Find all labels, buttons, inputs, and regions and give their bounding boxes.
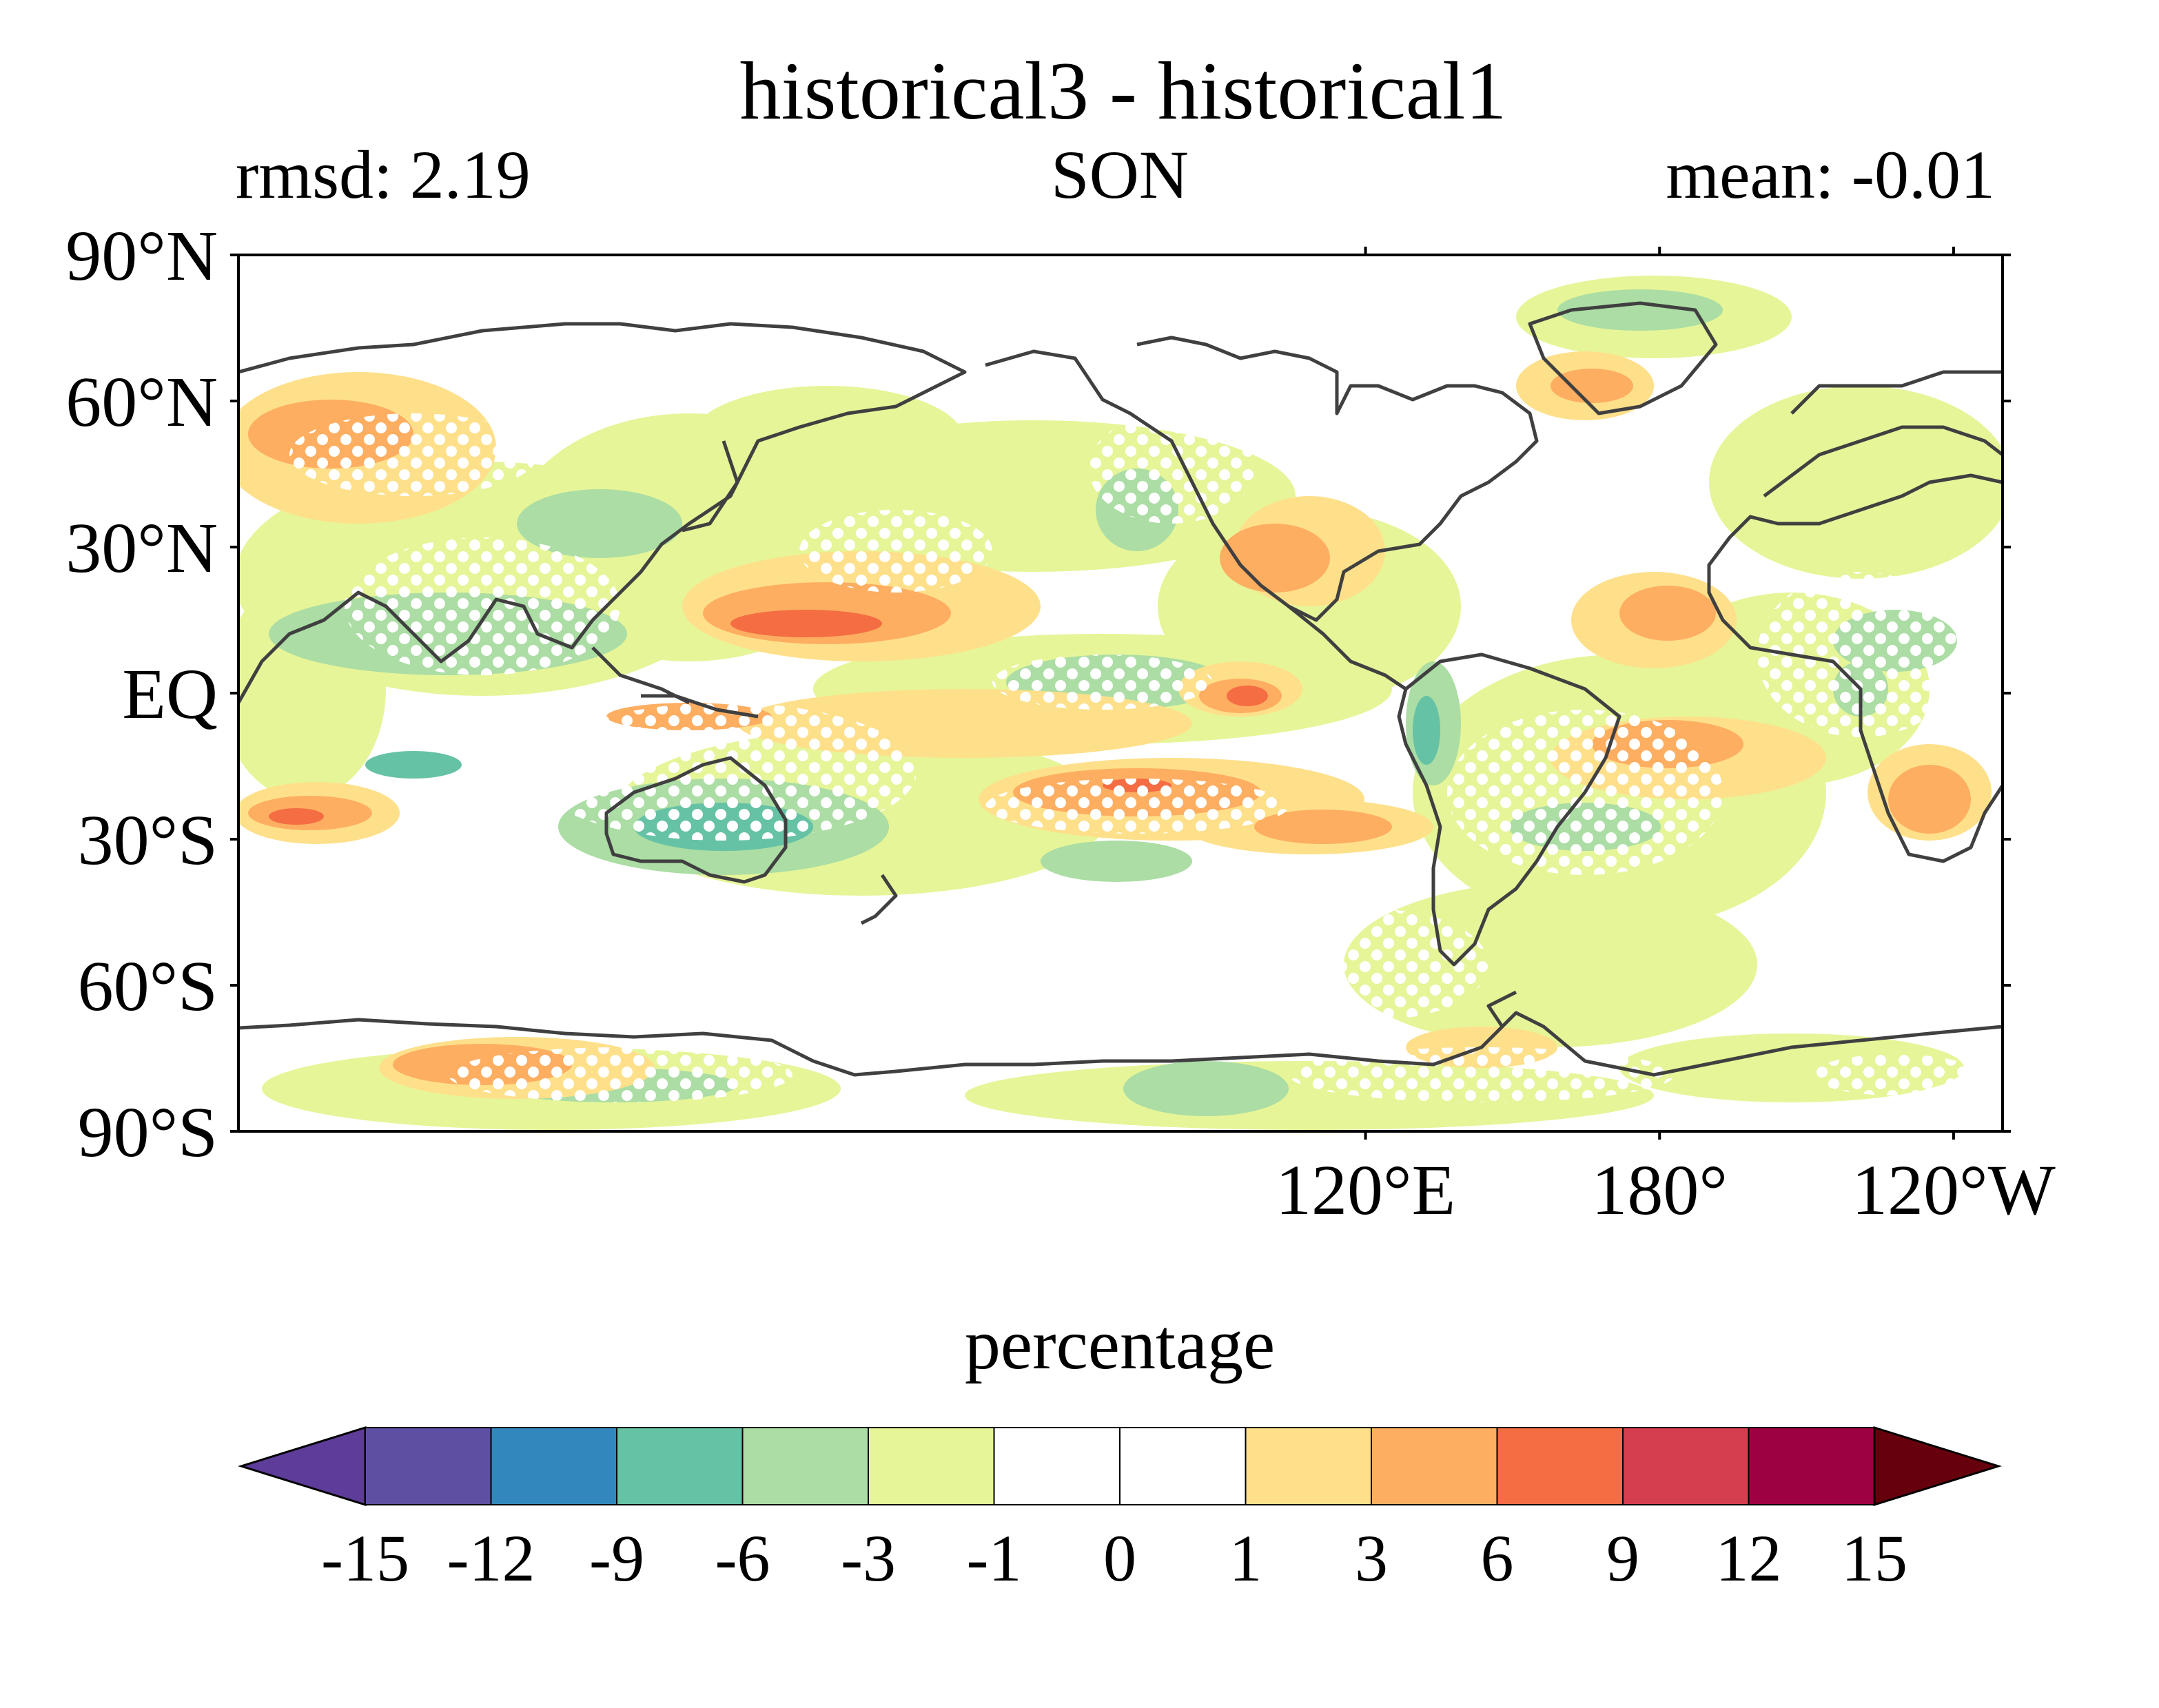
lat-tick-label-1: 60°N: [65, 362, 218, 442]
coastlines: [238, 301, 2003, 1077]
colorbar-extend-low: [237, 1426, 367, 1507]
colorbar-tick-label-1: -12: [447, 1521, 535, 1595]
colorbar: -15 -12 -9 -6 -3 -1 0 1 3 6 9 12 15: [237, 1426, 2003, 1595]
colorbar-tick-label-0: -15: [321, 1521, 409, 1595]
colorbar-tick-label-2: -9: [589, 1521, 644, 1595]
colorbar-extend-high: [1873, 1426, 2003, 1507]
lat-tick-label-0: 90°N: [65, 216, 218, 296]
anomaly-field: [238, 276, 2003, 1130]
season-label: SON: [1050, 136, 1189, 213]
lat-tick-label-5: 60°S: [78, 947, 218, 1026]
lat-tick-label-2: 30°N: [65, 508, 218, 588]
colorbar-box-7: [1245, 1427, 1372, 1505]
colorbar-box-6: [1119, 1427, 1247, 1505]
colorbar-box-9: [1496, 1427, 1624, 1505]
colorbar-title: percentage: [964, 1305, 1276, 1384]
lat-tick-label-6: 90°S: [78, 1093, 218, 1172]
rmsd-label: rmsd: 2.19: [236, 136, 531, 213]
colorbar-tick-label-4: -3: [841, 1521, 896, 1595]
colorbar-tick-label-7: 1: [1229, 1521, 1262, 1595]
colorbar-tick-label-8: 3: [1355, 1521, 1388, 1595]
colorbar-box-0: [365, 1427, 492, 1505]
colorbar-box-5: [993, 1427, 1121, 1505]
colorbar-box-10: [1622, 1427, 1750, 1505]
colorbar-tick-label-5: -1: [967, 1521, 1022, 1595]
colorbar-tick-label-3: -6: [715, 1521, 770, 1595]
colorbar-tick-label-11: 12: [1716, 1521, 1782, 1595]
figure-title: historical3 - historical1: [739, 45, 1507, 136]
colorbar-tick-label-10: 9: [1606, 1521, 1639, 1595]
colorbar-box-8: [1371, 1427, 1498, 1505]
colorbar-box-2: [616, 1427, 744, 1505]
colorbar-box-1: [490, 1427, 617, 1505]
lon-tick-label-2: 120°W: [1852, 1151, 2056, 1230]
lon-tick-label-0: 120°E: [1276, 1151, 1455, 1230]
mean-label: mean: -0.01: [1666, 136, 1995, 213]
colorbar-box-11: [1748, 1427, 1875, 1505]
colorbar-tick-label-6: 0: [1103, 1521, 1136, 1595]
colorbar-tick-label-9: 6: [1481, 1521, 1514, 1595]
map-panel: 90°N 60°N 30°N EQ 30°S 60°S 90°S 120°E 180° 120°W…: [65, 216, 2056, 1230]
colorbar-box-3: [741, 1427, 869, 1505]
lon-tick-label-1: 180°: [1591, 1151, 1728, 1230]
colorbar-tick-label-12: 15: [1841, 1521, 1907, 1595]
map-ticks: 90°N 60°N 30°N EQ 30°S 60°S 90°S 120°E 180° 120°W…: [65, 216, 2056, 1230]
lat-tick-label-3: EQ: [122, 655, 218, 734]
significance-stippling: [289, 413, 1978, 1102]
lat-tick-label-4: 30°S: [78, 801, 218, 880]
colorbar-box-4: [868, 1427, 995, 1505]
